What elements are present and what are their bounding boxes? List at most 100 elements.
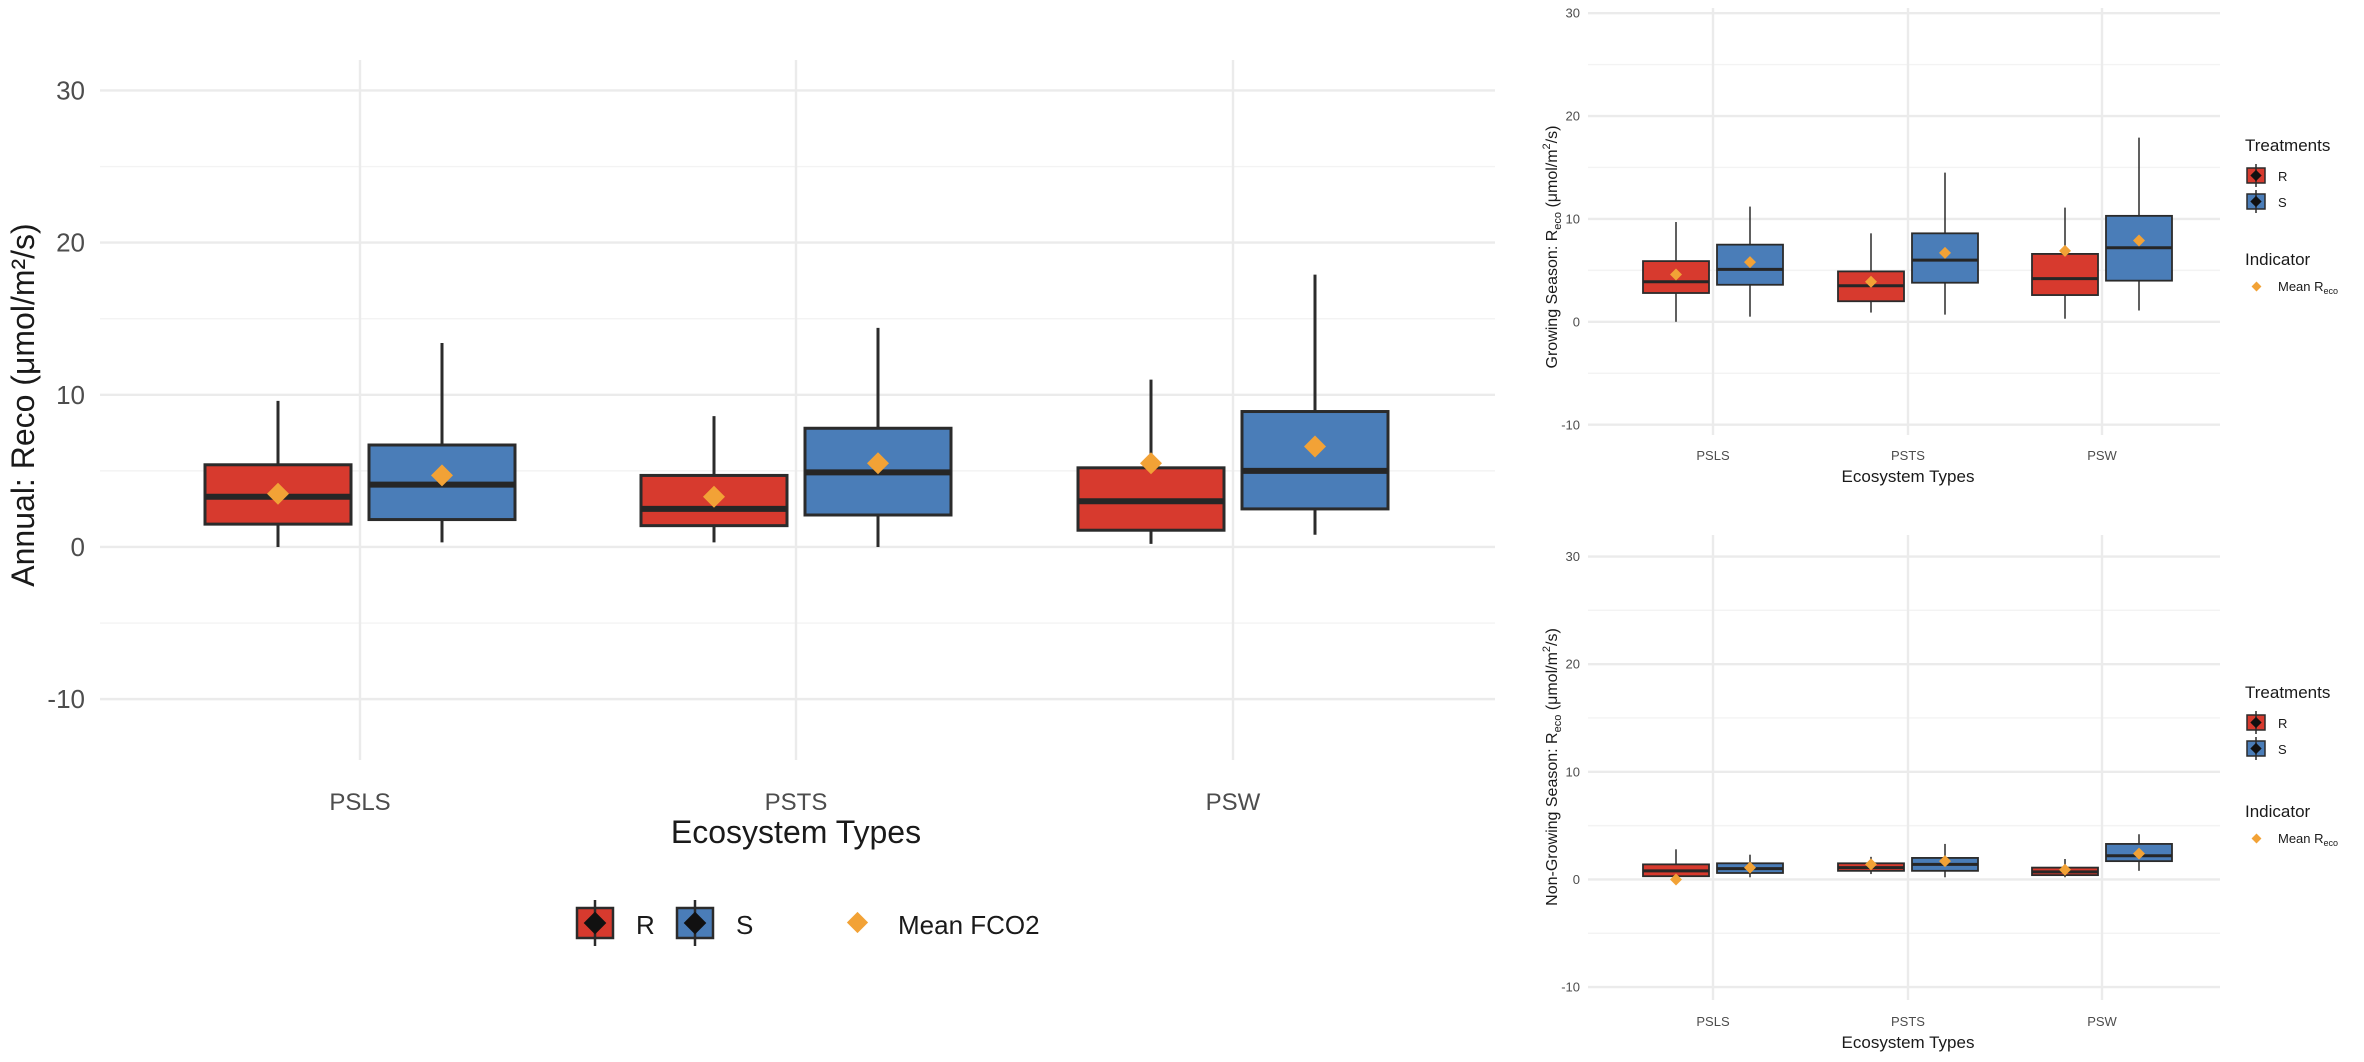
annual-iqr-box (639, 473, 789, 528)
annual-legend: R S Mean FCO2 (575, 900, 1040, 946)
nongrowing-legend-diamond-S (2250, 742, 2262, 755)
growing-ylabel-mid: (μmol/m (1544, 149, 1561, 212)
nongrowing-ylabel-suffix: /s) (1544, 628, 1561, 646)
growing-x-tick-label: PSLS (1696, 448, 1730, 463)
nongrowing-y-tick-label: 20 (1566, 657, 1580, 672)
growing-box-S-PSTS (1911, 172, 1979, 315)
annual-x-tick-label: PSTS (765, 789, 828, 816)
legend-key-R (575, 900, 615, 946)
nongrowing-x-tick-label: PSTS (1891, 1014, 1925, 1029)
annual-box-R-PSLS (203, 400, 353, 547)
nongrowing-mean-marker (2133, 847, 2145, 860)
growing-x-tick-label: PSTS (1891, 448, 1925, 463)
growing-box-S-PSLS (1716, 206, 1784, 317)
nongrowing-box-R-PSW (2031, 858, 2099, 878)
growing-legend-mean-sub: eco (2324, 286, 2339, 296)
annual-iqr-box (1240, 410, 1390, 511)
nongrowing-box-S-PSTS (1911, 843, 1979, 878)
nongrowing-x-axis-title: Ecosystem Types (1842, 1033, 1975, 1052)
annual-x-ticks: PSLS PSTS PSW (329, 789, 1260, 816)
annual-box-R-PSTS (639, 416, 789, 543)
annual-gridlines (100, 60, 1495, 760)
nongrowing-box-S-PSW (2105, 834, 2173, 871)
growing-iqr-box (1642, 260, 1710, 294)
growing-legend-diamond-R (2250, 169, 2262, 182)
nongrowing-gridlines (1588, 535, 2220, 1000)
nongrowing-x-tick-label: PSW (2087, 1014, 2117, 1029)
growing-y-tick-label: 0 (1573, 314, 1580, 329)
nongrowing-ylabel-mid: (μmol/m (1544, 652, 1561, 715)
annual-y-tick-label: 20 (56, 228, 85, 258)
nongrowing-x-ticks: PSLS PSTS PSW (1696, 1014, 2117, 1029)
nongrowing-legend-mean-sub: eco (2324, 838, 2339, 848)
legend-label-S: S (736, 910, 753, 940)
growing-ylabel-prefix: Growing Season: R (1544, 230, 1561, 369)
nongrowing-legend-mean-prefix: Mean R (2278, 831, 2324, 846)
annual-y-axis-title: Annual: Reco (μmol/m²/s) (5, 223, 41, 586)
growing-mean-marker (2059, 244, 2071, 257)
annual-panel: -10 0 10 20 30 PSLS PSTS PSW Ecosystem Types A… (5, 60, 1495, 946)
nongrowing-legend-key-S (2246, 737, 2266, 760)
annual-y-ticks: -10 0 10 20 30 (47, 76, 85, 715)
growing-iqr-box (1911, 232, 1979, 284)
growing-y-axis-title: Growing Season: Reco (μmol/m2/s) (1541, 126, 1564, 369)
growing-legend-key-R (2246, 164, 2266, 187)
growing-ylabel-sup: 2 (1541, 143, 1553, 149)
nongrowing-boxes (1642, 834, 2173, 886)
growing-y-tick-label: -10 (1561, 417, 1580, 432)
nongrowing-legend-indicator-title: Indicator (2245, 802, 2311, 821)
nongrowing-legend: Treatments R S Indicator Mean Reco (2245, 683, 2338, 848)
growing-y-tick-label: 10 (1566, 211, 1580, 226)
growing-legend-label-S: S (2278, 195, 2287, 210)
legend-label-mean: Mean FCO2 (898, 910, 1040, 940)
nongrowing-legend-diamond-R (2250, 716, 2262, 729)
annual-box-R-PSW (1076, 379, 1226, 544)
growing-legend-indicator-title: Indicator (2245, 250, 2311, 269)
growing-y-tick-label: 20 (1566, 109, 1580, 124)
legend-diamond-R (583, 911, 607, 935)
growing-y-ticks: -10 0 10 20 30 (1561, 6, 1580, 433)
growing-mean-marker (1744, 256, 1756, 269)
growing-x-ticks: PSLS PSTS PSW (1696, 448, 2117, 463)
growing-x-tick-label: PSW (2087, 448, 2117, 463)
annual-boxes (203, 274, 1390, 547)
annual-mean-marker (703, 485, 725, 508)
annual-x-axis-title: Ecosystem Types (671, 814, 921, 850)
nongrowing-y-ticks: -10 0 10 20 30 (1561, 549, 1580, 995)
nongrowing-legend-mean-diamond (2251, 833, 2262, 844)
growing-iqr-box (2031, 253, 2099, 296)
annual-x-tick-label: PSLS (329, 789, 390, 816)
annual-mean-marker (867, 452, 889, 475)
nongrowing-box-S-PSLS (1716, 854, 1784, 878)
growing-y-tick-label: 30 (1566, 6, 1580, 21)
legend-label-R: R (636, 910, 655, 940)
nongrowing-y-axis-title: Non-Growing Season: Reco (μmol/m2/s) (1541, 628, 1564, 906)
growing-legend-diamond-S (2250, 195, 2262, 208)
nongrowing-legend-label-R: R (2278, 716, 2287, 731)
nongrowing-y-tick-label: -10 (1561, 980, 1580, 995)
growing-box-S-PSW (2105, 137, 2173, 311)
annual-y-tick-label: -10 (47, 684, 85, 714)
nongrowing-mean-marker (2059, 863, 2071, 876)
nongrowing-legend-key-R (2246, 711, 2266, 734)
nongrowing-y-tick-label: 0 (1573, 872, 1580, 887)
growing-box-R-PSLS (1642, 222, 1710, 322)
nongrowing-y-tick-label: 10 (1566, 764, 1580, 779)
legend-mean-diamond (846, 911, 869, 934)
annual-mean-marker (1140, 452, 1162, 475)
legend-diamond-S (683, 911, 707, 935)
nongrowing-legend-label-S: S (2278, 742, 2287, 757)
growing-legend: Treatments R S Indicator Mean Reco (2245, 136, 2338, 296)
growing-mean-marker (1939, 246, 1951, 259)
growing-mean-marker (1670, 268, 1682, 281)
annual-y-tick-label: 0 (71, 532, 85, 562)
nongrowing-ylabel-prefix: Non-Growing Season: R (1544, 732, 1561, 905)
nongrowing-ylabel-sub: eco (1552, 715, 1564, 733)
nongrowing-legend-label-mean: Mean Reco (2278, 831, 2338, 848)
growing-season-panel: -10 0 10 20 30 PSLS PSTS PSW Ecosystem Types G… (1541, 6, 2338, 486)
annual-x-tick-label: PSW (1206, 789, 1261, 816)
growing-legend-mean-diamond (2251, 281, 2262, 292)
nongrowing-box-R-PSTS (1837, 856, 1905, 875)
nongrowing-y-tick-label: 30 (1566, 549, 1580, 564)
